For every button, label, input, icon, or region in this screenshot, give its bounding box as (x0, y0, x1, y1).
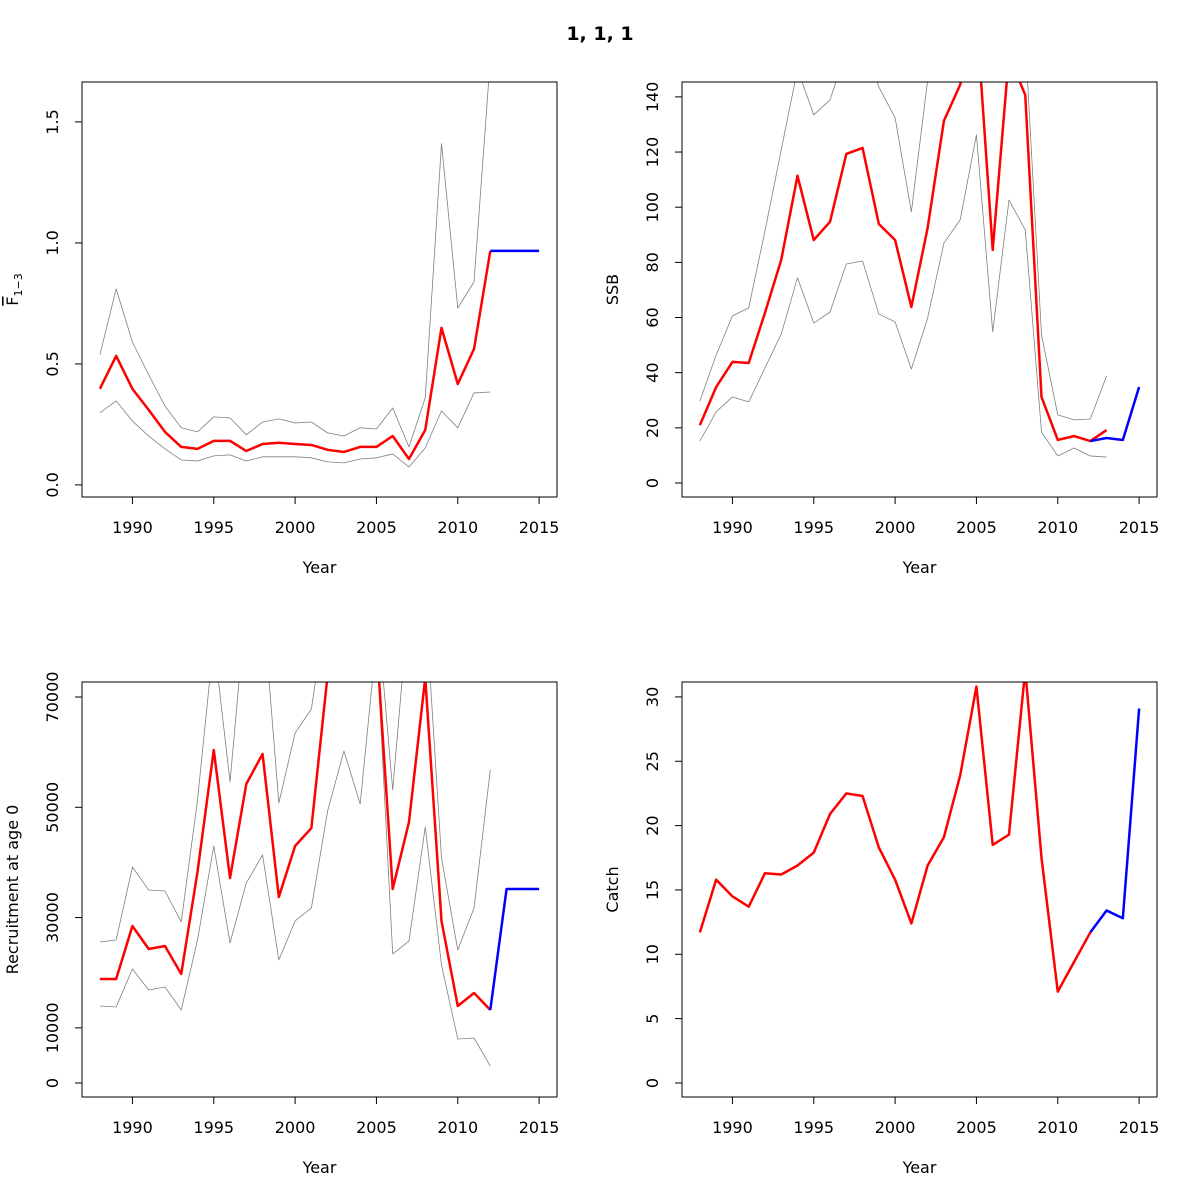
y-tick-label: 20 (643, 815, 662, 835)
x-axis-label: Year (302, 1158, 337, 1177)
y-axis-label: F1−3 (3, 273, 25, 305)
y-tick-label: 0.5 (43, 351, 62, 376)
series-line (1089, 708, 1141, 934)
plot-frame (681, 81, 1158, 498)
x-tick-label: 2015 (519, 518, 560, 537)
series-line (1090, 386, 1141, 443)
y-axis-label: Catch (603, 866, 622, 912)
x-tick-label: 2005 (356, 518, 397, 537)
x-tick-label: 1990 (712, 518, 753, 537)
y-tick-label: 20 (643, 418, 662, 438)
plot-frame (81, 681, 558, 1098)
series-line (99, 82, 490, 448)
y-tick-label: 10000 (43, 1002, 62, 1053)
y-tick-label: 30000 (43, 892, 62, 943)
x-tick-label: 2000 (875, 1118, 916, 1137)
y-tick-label: 120 (643, 137, 662, 168)
x-axis-label: Year (902, 558, 937, 577)
x-tick-label: 2005 (956, 1118, 997, 1137)
plot-area (98, 82, 540, 468)
y-axis-label-main: F (3, 297, 22, 306)
x-tick-label: 1990 (112, 1118, 153, 1137)
series-line (489, 887, 540, 1011)
series-line (698, 682, 1092, 993)
x-tick-label: 2005 (956, 518, 997, 537)
x-tick-label: 2000 (875, 518, 916, 537)
x-axis-label: Year (302, 558, 337, 577)
panel: 1990 1995 2000 2005 2010 2015 0 5 10 15 20 25 30 Year… (603, 681, 1160, 1177)
panel: 1990 1995 2000 2005 2010 2015 0.0 0.5 1.0 1.5 Year… (3, 81, 560, 577)
y-axis-label: SSB (603, 274, 622, 305)
y-tick-label: 50000 (43, 782, 62, 833)
x-tick-label: 2015 (1119, 518, 1160, 537)
y-tick-label: 0 (643, 478, 662, 488)
x-tick-label: 2010 (437, 518, 478, 537)
panel: 1990 1995 2000 2005 2010 2015 0 20 40 60 80 100 120 1… (603, 81, 1160, 577)
y-tick-label: 25 (643, 751, 662, 771)
y-tick-label: 80 (643, 252, 662, 272)
plot-area (698, 82, 1141, 458)
series-line (99, 682, 491, 951)
series-line (99, 682, 491, 1067)
x-tick-label: 2010 (1037, 1118, 1078, 1137)
x-tick-label: 2015 (519, 1118, 560, 1137)
y-tick-label: 15 (643, 880, 662, 900)
figure-title: 1, 1, 1 (566, 23, 633, 45)
series-line (99, 682, 492, 1011)
plot-frame (681, 681, 1158, 1098)
y-tick-label: 0 (43, 1078, 62, 1088)
x-tick-label: 2015 (1119, 1118, 1160, 1137)
y-tick-label: 1.0 (43, 230, 62, 255)
x-tick-label: 1990 (712, 1118, 753, 1137)
panel: 1990 1995 2000 2005 2010 2015 0 10000 30000 50000… (3, 672, 560, 1177)
x-tick-label: 1995 (193, 1118, 234, 1137)
y-tick-label: 10 (643, 944, 662, 964)
x-tick-label: 2000 (275, 518, 316, 537)
x-tick-label: 2010 (1037, 518, 1078, 537)
series-line (99, 391, 491, 468)
series-line (699, 82, 1107, 421)
y-tick-label: 40 (643, 362, 662, 382)
y-tick-label: 5 (643, 1014, 662, 1024)
plot-frame (81, 81, 558, 498)
y-tick-label: 0 (643, 1078, 662, 1088)
x-tick-label: 2005 (356, 1118, 397, 1137)
x-tick-label: 1995 (793, 518, 834, 537)
x-tick-label: 2000 (275, 1118, 316, 1137)
y-tick-label: 100 (643, 192, 662, 223)
y-axis-label: Recruitment at age 0 (3, 805, 22, 975)
plot-area (698, 682, 1141, 993)
y-tick-label: 60 (643, 307, 662, 327)
y-tick-label: 140 (643, 82, 662, 113)
plot-area (99, 682, 540, 1067)
y-tick-label: 30 (643, 687, 662, 707)
x-tick-label: 1995 (193, 518, 234, 537)
series-line (98, 250, 492, 461)
x-tick-label: 2010 (437, 1118, 478, 1137)
y-tick-label: 70000 (43, 672, 62, 723)
x-tick-label: 1995 (793, 1118, 834, 1137)
y-tick-label: 1.5 (43, 109, 62, 134)
x-axis-label: Year (902, 1158, 937, 1177)
series-line (699, 134, 1107, 458)
x-tick-label: 1990 (112, 518, 153, 537)
series-line (698, 82, 1108, 443)
y-tick-label: 0.0 (43, 472, 62, 497)
y-axis-label-sub: 1−3 (12, 273, 25, 296)
